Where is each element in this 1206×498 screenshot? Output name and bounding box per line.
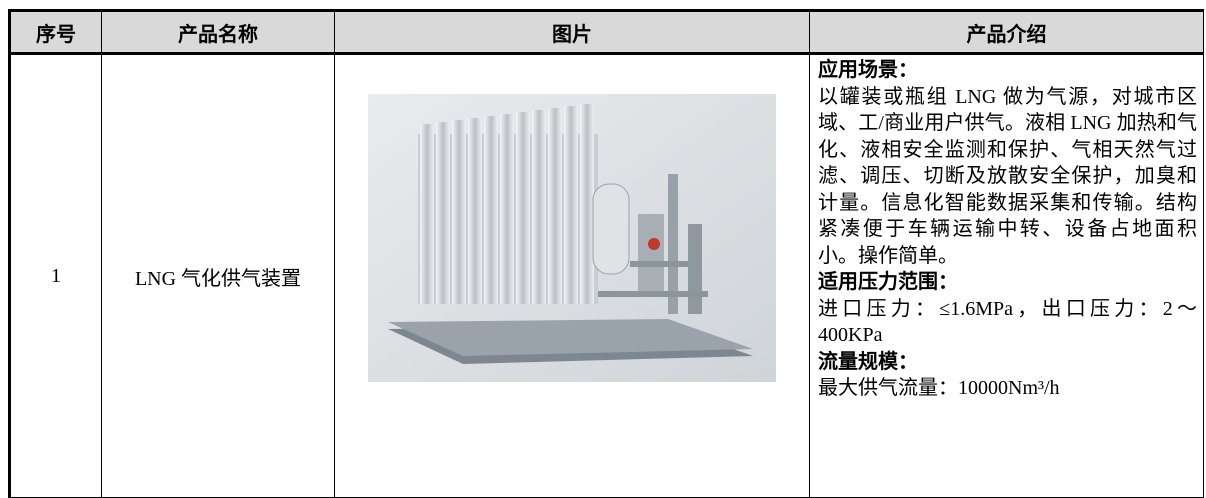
header-cell: 产品名称 [101, 9, 335, 55]
section-text: 以罐装或瓶组 LNG 做为气源，对城市区域、工/商业用户供气。液相 LNG 加热… [818, 85, 1197, 267]
header-cell: 序号 [8, 9, 102, 55]
product-table: 序号 产品名称 图片 产品介绍 1 LNG 气化供气装置 [8, 9, 1204, 498]
section-text: 进口压力：≤1.6MPa，出口压力：2～400KPa [818, 297, 1197, 347]
description-cell: 应用场景： 以罐装或瓶组 LNG 做为气源，对城市区域、工/商业用户供气。液相 … [809, 53, 1204, 498]
product-image [368, 94, 776, 382]
section-heading: 应用场景： [818, 59, 918, 81]
section-heading: 适用压力范围： [818, 271, 958, 293]
section-text: 最大供气流量：10000Nm³/h [818, 377, 1060, 399]
image-cell [334, 53, 810, 498]
row: 1 LNG 气化供气装置 [8, 53, 1204, 498]
header-row: 序号 产品名称 图片 产品介绍 [8, 9, 1204, 55]
index-cell: 1 [8, 53, 102, 498]
header-cell: 产品介绍 [809, 9, 1204, 55]
section-heading: 流量规模： [818, 350, 918, 373]
header-cell: 图片 [334, 9, 810, 55]
name-cell: LNG 气化供气装置 [101, 53, 335, 498]
